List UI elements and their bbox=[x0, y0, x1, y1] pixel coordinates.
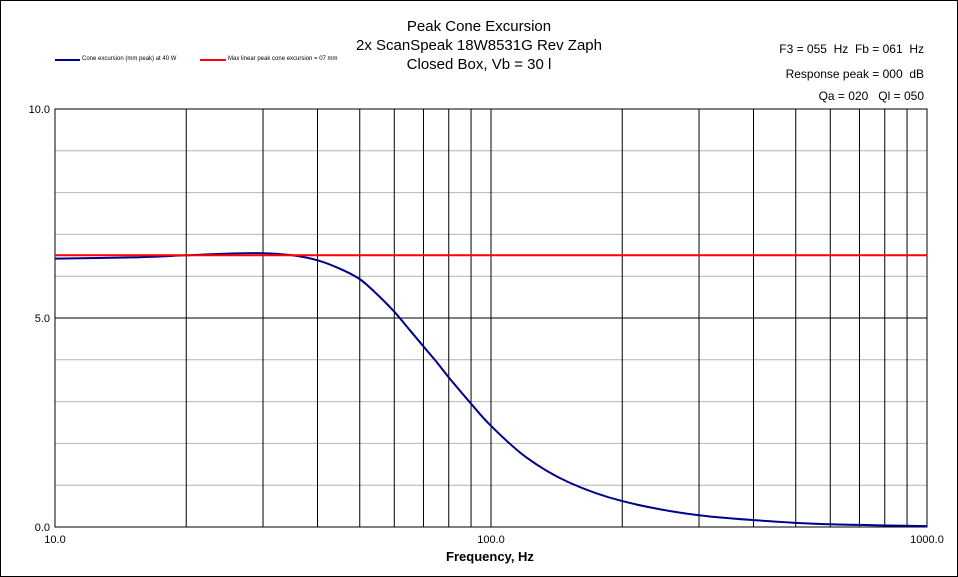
y-tick-label: 0.0 bbox=[35, 522, 50, 534]
param-f3-fb: F3 = 055 Hz Fb = 061 Hz bbox=[779, 42, 924, 56]
chart-title-line-2: 2x ScanSpeak 18W8531G Rev Zaph bbox=[356, 37, 602, 54]
legend-label-max-linear: Max linear peak cone excursion = 07 mm bbox=[228, 56, 338, 62]
x-tick-label: 10.0 bbox=[44, 534, 65, 546]
chart-title-line-1: Peak Cone Excursion bbox=[406, 18, 552, 35]
x-axis-label: Frequency, Hz bbox=[446, 549, 534, 564]
legend-label-excursion: Cone excursion (mm peak) at 40 W bbox=[82, 56, 177, 62]
plot-border bbox=[54, 108, 928, 528]
param-qa-ql: Qa = 020 Ql = 050 bbox=[818, 89, 924, 103]
x-tick-label: 1000.0 bbox=[910, 534, 944, 546]
x-tick-label: 100.0 bbox=[477, 534, 505, 546]
series-line-excursion bbox=[54, 252, 928, 528]
y-tick-label: 5.0 bbox=[35, 313, 50, 325]
chart-title-line-3: Closed Box, Vb = 30 l bbox=[406, 56, 552, 73]
param-response-peak: Response peak = 000 dB bbox=[785, 67, 924, 81]
y-tick-label: 10.0 bbox=[29, 104, 50, 116]
